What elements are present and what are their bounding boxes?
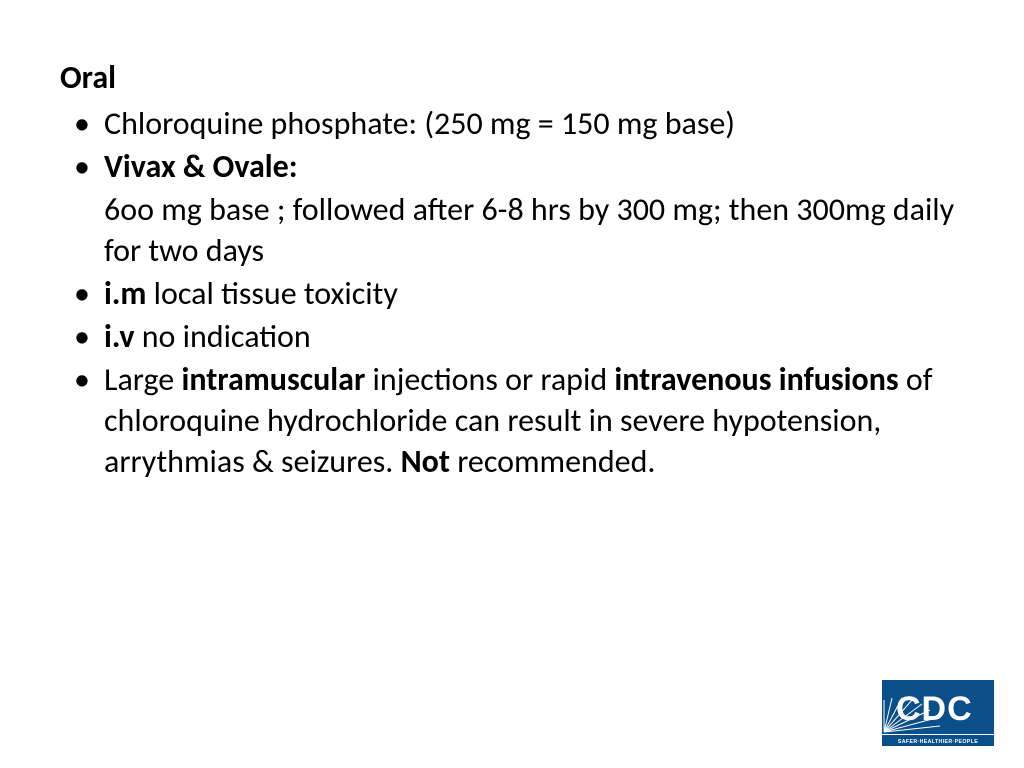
list-item: i.m local tissue toxicity — [60, 274, 964, 315]
bullet-bold-prefix: i.m — [104, 274, 146, 313]
list-item-continuation: 6oo mg base ; followed after 6-8 hrs by … — [60, 190, 964, 272]
bullet-list: Chloroquine phosphate: (250 mg = 150 mg … — [60, 104, 964, 483]
cdc-logo: CDC SAFER·HEALTHIER·PEOPLE — [882, 680, 994, 746]
bullet-part: recommended. — [450, 442, 656, 481]
bullet-bold-prefix: i.v — [104, 317, 134, 356]
bullet-bold: intramuscular — [181, 360, 365, 399]
cdc-tagline: SAFER·HEALTHIER·PEOPLE — [898, 739, 978, 745]
bullet-bold: intravenous infusions — [614, 360, 898, 399]
list-item: i.v no indication — [60, 317, 964, 358]
bullet-rest: local tissue toxicity — [146, 274, 397, 313]
bullet-bold: Not — [401, 442, 450, 481]
bullet-part: injections or rapid — [365, 360, 614, 399]
bullet-text-bold: Vivax & Ovale: — [104, 147, 298, 186]
list-item: Vivax & Ovale: — [60, 147, 964, 188]
bullet-text: 6oo mg base ; followed after 6-8 hrs by … — [104, 190, 954, 270]
cdc-logo-svg: CDC SAFER·HEALTHIER·PEOPLE — [882, 680, 994, 746]
bullet-part: Large — [104, 360, 181, 399]
bullet-rest: no indication — [134, 317, 310, 356]
list-item: Chloroquine phosphate: (250 mg = 150 mg … — [60, 104, 964, 145]
slide: Oral Chloroquine phosphate: (250 mg = 15… — [0, 0, 1024, 768]
list-item: Large intramuscular injections or rapid … — [60, 360, 964, 483]
bullet-text: Chloroquine phosphate: (250 mg = 150 mg … — [104, 104, 735, 143]
cdc-logo-text: CDC — [896, 690, 973, 728]
slide-heading: Oral — [60, 58, 964, 98]
